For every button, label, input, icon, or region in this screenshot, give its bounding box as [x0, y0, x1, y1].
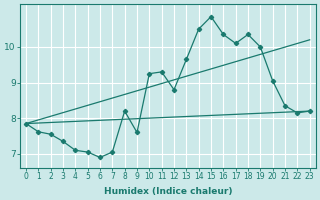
X-axis label: Humidex (Indice chaleur): Humidex (Indice chaleur)	[104, 187, 232, 196]
